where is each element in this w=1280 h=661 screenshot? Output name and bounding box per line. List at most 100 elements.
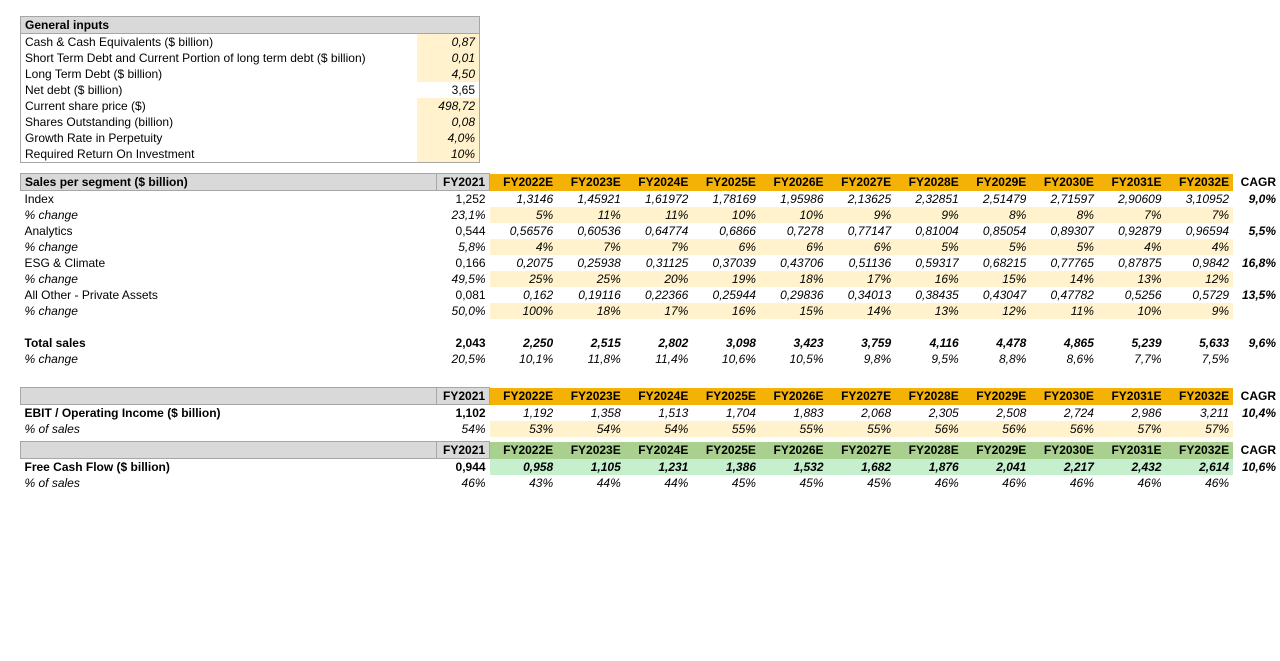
base-value: 1,252 bbox=[437, 191, 490, 208]
forecast-year-header: FY2032E bbox=[1166, 388, 1234, 405]
forecast-value: 1,78169 bbox=[692, 191, 760, 208]
row-label: % change bbox=[21, 207, 437, 223]
forecast-value: 54% bbox=[557, 421, 625, 437]
forecast-value: 11,4% bbox=[625, 351, 693, 367]
forecast-value: 2,986 bbox=[1098, 405, 1166, 422]
forecast-value: 54% bbox=[625, 421, 693, 437]
forecast-value: 45% bbox=[760, 475, 828, 491]
forecast-value: 4% bbox=[1098, 239, 1166, 255]
input-value: 3,65 bbox=[417, 82, 480, 98]
forecast-year-header: FY2024E bbox=[625, 174, 693, 191]
forecast-value: 13% bbox=[1098, 271, 1166, 287]
forecast-year-header: FY2027E bbox=[828, 174, 896, 191]
cagr-value bbox=[1233, 303, 1280, 319]
cagr-value bbox=[1233, 351, 1280, 367]
forecast-value: 1,883 bbox=[760, 405, 828, 422]
forecast-value: 43% bbox=[490, 475, 558, 491]
forecast-value: 3,423 bbox=[760, 335, 828, 351]
forecast-value: 1,105 bbox=[557, 459, 625, 476]
cagr-header: CAGR bbox=[1233, 442, 1280, 459]
base-value: 2,043 bbox=[437, 335, 490, 351]
forecast-value: 0,29836 bbox=[760, 287, 828, 303]
input-label: Net debt ($ billion) bbox=[21, 82, 417, 98]
forecast-value: 5% bbox=[895, 239, 963, 255]
forecast-value: 0,5729 bbox=[1166, 287, 1234, 303]
forecast-value: 0,2075 bbox=[490, 255, 558, 271]
forecast-value: 0,7278 bbox=[760, 223, 828, 239]
cagr-value: 9,6% bbox=[1233, 335, 1280, 351]
forecast-value: 8,6% bbox=[1030, 351, 1098, 367]
forecast-value: 1,532 bbox=[760, 459, 828, 476]
base-value: 50,0% bbox=[437, 303, 490, 319]
forecast-value: 18% bbox=[760, 271, 828, 287]
base-value: 49,5% bbox=[437, 271, 490, 287]
forecast-value: 6% bbox=[828, 239, 896, 255]
forecast-year-header: FY2029E bbox=[963, 442, 1031, 459]
general-inputs-title: General inputs bbox=[21, 17, 480, 34]
forecast-value: 12% bbox=[963, 303, 1031, 319]
forecast-value: 4,478 bbox=[963, 335, 1031, 351]
forecast-value: 2,32851 bbox=[895, 191, 963, 208]
forecast-value: 6% bbox=[760, 239, 828, 255]
forecast-value: 10,1% bbox=[490, 351, 558, 367]
forecast-value: 0,5256 bbox=[1098, 287, 1166, 303]
forecast-year-header: FY2028E bbox=[895, 442, 963, 459]
forecast-value: 3,098 bbox=[692, 335, 760, 351]
forecast-value: 55% bbox=[760, 421, 828, 437]
forecast-value: 46% bbox=[1098, 475, 1166, 491]
forecast-value: 1,704 bbox=[692, 405, 760, 422]
forecast-value: 0,89307 bbox=[1030, 223, 1098, 239]
forecast-value: 0,38435 bbox=[895, 287, 963, 303]
base-value: 0,944 bbox=[437, 459, 490, 476]
forecast-value: 10,5% bbox=[760, 351, 828, 367]
base-value: 5,8% bbox=[437, 239, 490, 255]
forecast-value: 55% bbox=[828, 421, 896, 437]
forecast-value: 1,61972 bbox=[625, 191, 693, 208]
forecast-value: 0,81004 bbox=[895, 223, 963, 239]
row-label: EBIT / Operating Income ($ billion) bbox=[21, 405, 437, 422]
forecast-value: 11% bbox=[1030, 303, 1098, 319]
cagr-value: 10,4% bbox=[1233, 405, 1280, 422]
forecast-value: 0,77765 bbox=[1030, 255, 1098, 271]
forecast-value: 56% bbox=[963, 421, 1031, 437]
forecast-value: 0,6866 bbox=[692, 223, 760, 239]
fcf-table: FY2021FY2022EFY2023EFY2024EFY2025EFY2026… bbox=[20, 441, 1280, 491]
forecast-value: 0,25938 bbox=[557, 255, 625, 271]
forecast-value: 7% bbox=[1098, 207, 1166, 223]
forecast-value: 0,85054 bbox=[963, 223, 1031, 239]
forecast-value: 1,45921 bbox=[557, 191, 625, 208]
forecast-value: 46% bbox=[1166, 475, 1234, 491]
forecast-value: 1,876 bbox=[895, 459, 963, 476]
cagr-value bbox=[1233, 207, 1280, 223]
forecast-year-header: FY2023E bbox=[557, 442, 625, 459]
forecast-year-header: FY2029E bbox=[963, 388, 1031, 405]
base-value: 0,081 bbox=[437, 287, 490, 303]
forecast-value: 1,358 bbox=[557, 405, 625, 422]
row-label: Analytics bbox=[21, 223, 437, 239]
forecast-year-header: FY2022E bbox=[490, 174, 558, 191]
forecast-value: 9,8% bbox=[828, 351, 896, 367]
forecast-year-header: FY2029E bbox=[963, 174, 1031, 191]
forecast-value: 8,8% bbox=[963, 351, 1031, 367]
section-title: Sales per segment ($ billion) bbox=[21, 174, 437, 191]
forecast-value: 25% bbox=[490, 271, 558, 287]
forecast-value: 4% bbox=[490, 239, 558, 255]
forecast-value: 0,22366 bbox=[625, 287, 693, 303]
row-label: % change bbox=[21, 239, 437, 255]
forecast-year-header: FY2031E bbox=[1098, 388, 1166, 405]
forecast-value: 14% bbox=[1030, 271, 1098, 287]
forecast-year-header: FY2024E bbox=[625, 442, 693, 459]
forecast-year-header: FY2030E bbox=[1030, 174, 1098, 191]
forecast-value: 0,37039 bbox=[692, 255, 760, 271]
cagr-value: 13,5% bbox=[1233, 287, 1280, 303]
forecast-value: 9% bbox=[828, 207, 896, 223]
forecast-year-header: FY2022E bbox=[490, 442, 558, 459]
forecast-value: 0,59317 bbox=[895, 255, 963, 271]
forecast-value: 0,19116 bbox=[557, 287, 625, 303]
forecast-value: 0,64774 bbox=[625, 223, 693, 239]
forecast-value: 100% bbox=[490, 303, 558, 319]
forecast-value: 0,92879 bbox=[1098, 223, 1166, 239]
forecast-value: 11% bbox=[557, 207, 625, 223]
forecast-value: 2,802 bbox=[625, 335, 693, 351]
input-label: Required Return On Investment bbox=[21, 146, 417, 163]
